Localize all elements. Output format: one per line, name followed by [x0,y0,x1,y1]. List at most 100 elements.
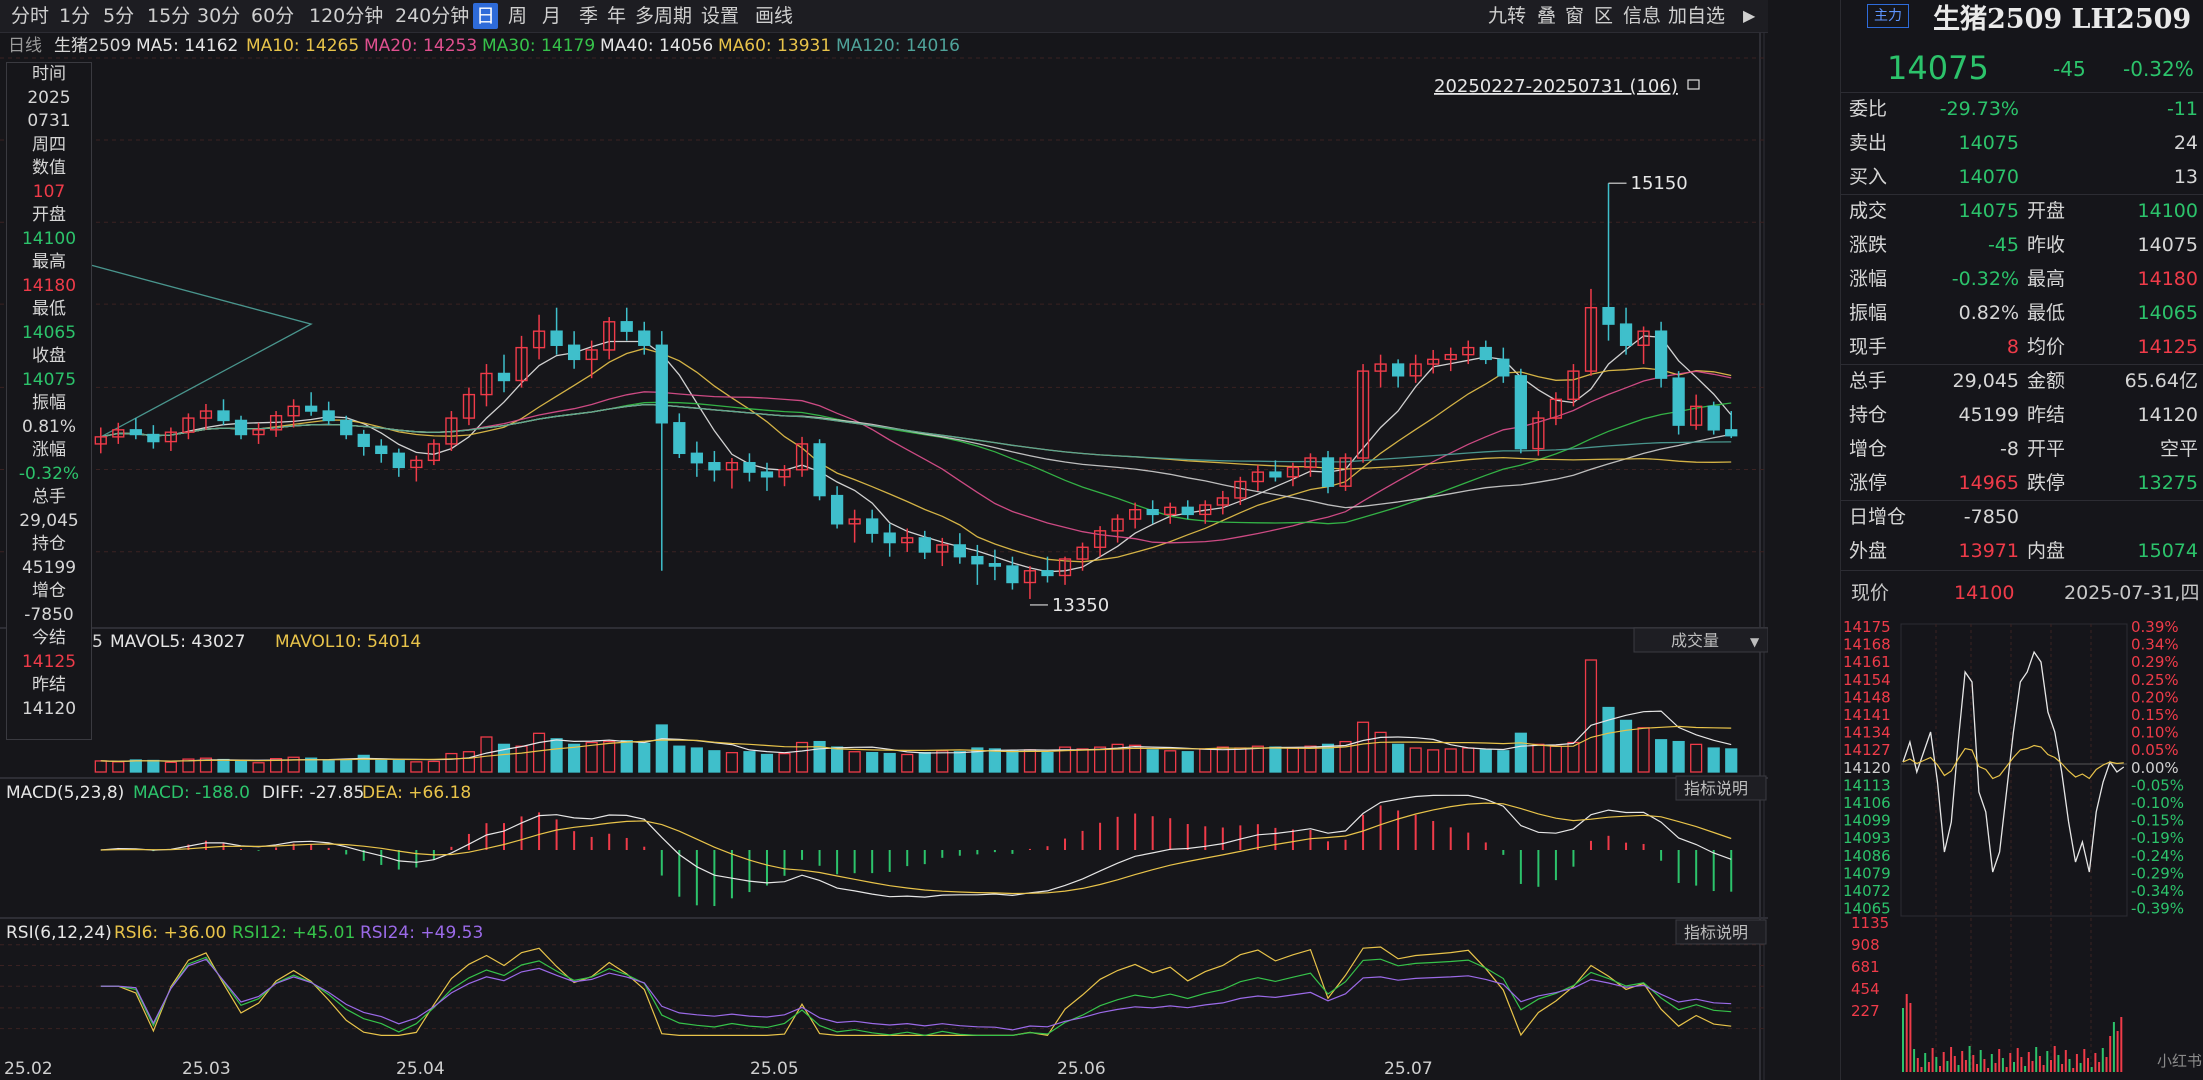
intraday-vol-label: 681 [1851,958,1880,976]
current-price-label: 现价 [1851,582,1890,604]
candle-body [673,422,686,455]
candle-body [445,417,458,445]
current-price-value: 14100 [1954,582,2015,604]
candle-body [410,459,423,469]
timeframe-5[interactable]: 60分 [251,5,295,27]
ma-legend-symbol: 生猪2509 [54,36,131,56]
intraday-price-label: 14161 [1843,653,1891,671]
timeframe-13[interactable]: 多周期 [635,5,693,27]
volume-bar [410,761,423,773]
timeframe-1[interactable]: 1分 [59,5,91,27]
volume-bar [760,753,774,773]
volume-bar [1094,746,1107,773]
ma-legend-item: MA40: 14056 [600,36,713,56]
toolbar-right-0[interactable]: 九转 [1488,5,1527,27]
candle-body [480,372,493,396]
volume-bar [322,760,335,773]
volume-bar [1286,747,1300,773]
candle-body [129,429,142,436]
candle-body [1093,530,1107,548]
timeframe-6[interactable]: 120分钟 [309,5,384,27]
collapse-panel-icon[interactable]: ▶ [1743,6,1756,25]
quote-value-2: -11 [2166,98,2198,120]
info-label: 总手 [32,487,66,507]
quote-label: 增仓 [1849,438,1888,460]
volume-bar [392,759,405,773]
kline-chart[interactable]: 1568315334149841463514281139311358115150… [0,32,1768,1080]
quote-row-separator [1841,500,2203,501]
volume-bar [1549,745,1562,773]
candle-body [655,344,668,424]
quote-value: 8 [2006,336,2019,358]
candle-body [182,417,195,433]
timeframe-7[interactable]: 240分钟 [395,5,470,27]
rsi-help-button [1675,919,1767,945]
timeframe-2[interactable]: 5分 [103,5,135,27]
info-label: 增仓 [32,581,66,601]
info-value: -7850 [24,604,74,625]
info-value: -0.32% [18,463,80,484]
timeframe-15[interactable]: 画线 [755,5,794,27]
x-axis-label: 25.05 [750,1059,799,1079]
candle-body [1006,565,1019,584]
toolbar-right-5[interactable]: 加自选 [1668,5,1726,27]
candle-body [813,443,826,497]
intraday-vol-label: 227 [1851,1002,1880,1020]
x-axis-label: 25.07 [1384,1059,1433,1079]
candle-body [988,563,1002,567]
quote-row: 卖出 14075 24 [1841,126,2203,160]
quote-label: 成交 [1849,200,1888,222]
volume-bar [1164,750,1177,773]
timeframe-4[interactable]: 30分 [197,5,241,27]
candle-body [620,321,633,332]
intraday-price-label: 14106 [1843,794,1891,812]
volume-bar [515,745,528,773]
timeframe-8[interactable]: 日 [473,3,499,29]
timeframe-14[interactable]: 设置 [701,5,740,27]
volume-bar [1199,748,1212,773]
timeframe-12[interactable]: 年 [607,5,627,27]
info-label: 收盘 [32,346,66,366]
price-change-pct: -0.32% [2123,57,2194,81]
info-value: 2025 [27,87,71,108]
info-value: 14180 [21,275,77,296]
intraday-vol-label: 1135 [1851,914,1889,932]
timeframe-11[interactable]: 季 [579,5,599,27]
quote-value: 45199 [1958,404,2019,426]
info-value: 14100 [21,228,77,249]
volume-bar [585,741,598,773]
quote-label-2: 最高 [2027,268,2066,290]
mavol5-legend: MAVOL5: 43027 [110,632,245,652]
timeframe-3[interactable]: 15分 [147,5,191,27]
toolbar-right-1[interactable]: 叠 [1537,5,1557,27]
quote-row: 现手 8 均价 14125 [1841,330,2203,364]
quote-label: 涨跌 [1849,234,1888,256]
intraday-price-label: 14093 [1843,829,1891,847]
timeframe-9[interactable]: 周 [508,5,528,27]
timeframe-10[interactable]: 月 [542,5,562,27]
intraday-chart[interactable]: 1417514168141611415414148141411413414127… [1841,612,2203,1080]
candle-body [1374,363,1387,372]
macd-dea-legend: DEA: +66.18 [362,783,471,803]
volume-bar [497,743,511,773]
info-label: 最低 [32,299,66,319]
candle-body [1567,370,1580,400]
toolbar-right-2[interactable]: 窗 [1565,5,1585,27]
volume-bar [1269,746,1282,773]
volume-bar [638,742,651,773]
candle-body [1532,417,1545,450]
intraday-price-label: 14072 [1843,882,1891,900]
quote-row-separator [1841,194,2203,195]
quote-value: 14075 [1958,132,2019,154]
timeframe-0[interactable]: 分时 [11,5,50,27]
toolbar-right-3[interactable]: 区 [1594,5,1614,27]
main-contract-badge: 主力 [1867,4,1909,28]
quote-value-2: 14125 [2137,336,2198,358]
intraday-pct-label: -0.24% [2131,847,2184,865]
intraday-pct-label: 0.29% [2131,653,2179,671]
toolbar-right-4[interactable]: 信息 [1623,5,1662,27]
info-value: 0.81% [21,416,76,437]
candle-body [708,462,721,471]
candle-body [1146,508,1159,516]
candle-body [1514,375,1527,450]
